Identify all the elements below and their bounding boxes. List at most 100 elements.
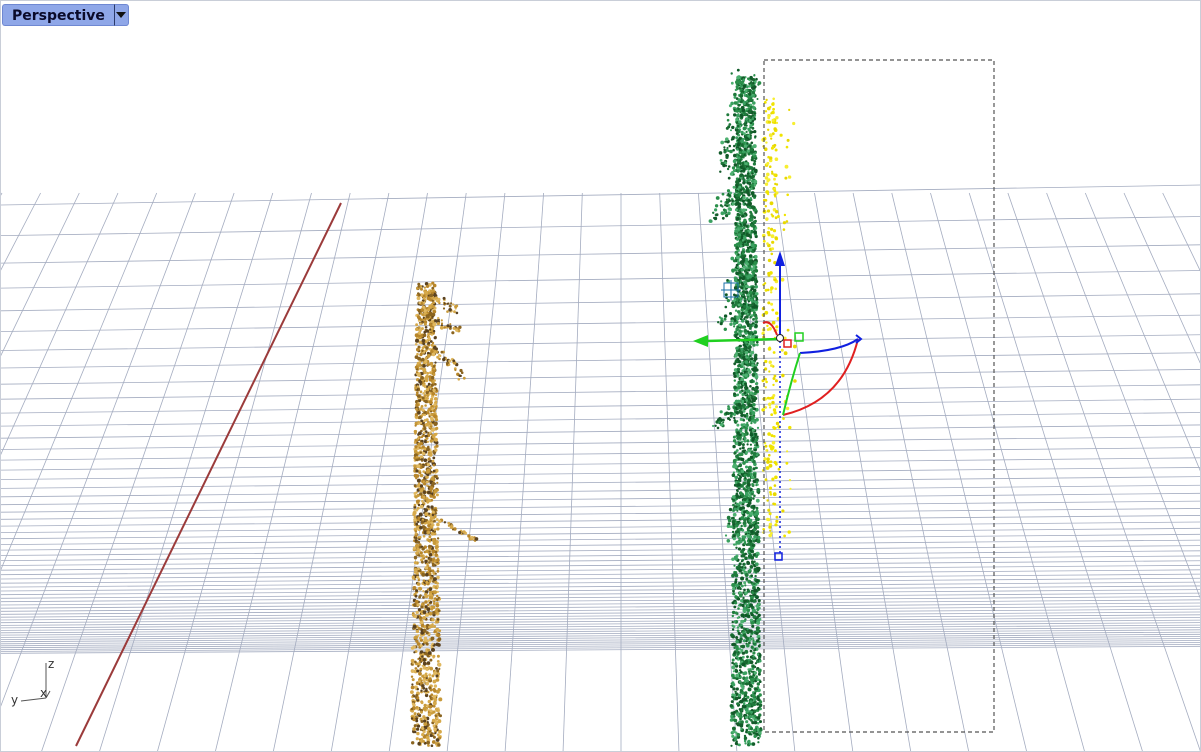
point — [731, 661, 734, 665]
point — [433, 590, 437, 595]
highlight-point — [767, 227, 771, 230]
point — [435, 708, 439, 712]
point — [749, 742, 752, 746]
point-cloud-tree-left[interactable] — [409, 281, 479, 748]
highlight-point — [763, 198, 766, 202]
point — [430, 364, 434, 368]
point — [732, 439, 737, 443]
point — [716, 426, 720, 430]
highlight-point — [782, 417, 785, 420]
point — [756, 521, 760, 525]
point — [432, 329, 436, 333]
point — [735, 255, 740, 260]
point — [748, 345, 752, 349]
point — [433, 671, 437, 676]
point — [751, 380, 754, 383]
point — [429, 557, 433, 562]
highlight-point — [770, 252, 774, 256]
point — [417, 520, 420, 524]
point — [428, 561, 431, 564]
point — [737, 303, 741, 307]
point — [726, 299, 731, 303]
point — [438, 357, 441, 361]
grid-line — [775, 192, 854, 751]
point — [421, 408, 425, 412]
gumball-y-axis-arrow[interactable] — [705, 337, 781, 343]
gumball-z-rotation-handle[interactable] — [855, 334, 863, 344]
point — [433, 697, 438, 702]
point — [758, 637, 761, 640]
gumball-z-rotation-arc[interactable] — [799, 338, 859, 354]
point — [433, 727, 437, 732]
point — [435, 713, 438, 716]
gumball-z-scale-handle[interactable] — [774, 552, 783, 561]
point — [740, 123, 743, 126]
point — [432, 735, 436, 739]
point — [755, 509, 759, 513]
point — [433, 508, 437, 512]
point — [750, 422, 753, 425]
point — [431, 459, 435, 463]
chevron-down-icon[interactable] — [113, 4, 129, 26]
point — [743, 386, 747, 389]
point — [438, 729, 442, 734]
gumball-x-scale-handle[interactable] — [783, 339, 792, 348]
point — [733, 416, 736, 420]
point-cloud-tree-right[interactable] — [708, 68, 763, 747]
point — [741, 153, 744, 156]
highlight-point — [783, 351, 788, 356]
highlight-point — [787, 530, 791, 534]
highlight-point — [788, 479, 792, 482]
point — [720, 140, 725, 145]
point — [428, 415, 431, 418]
point — [752, 343, 756, 347]
point — [746, 312, 749, 316]
grid-line — [446, 192, 506, 751]
point — [744, 373, 748, 378]
point — [753, 444, 757, 447]
point — [755, 418, 759, 422]
highlight-point — [767, 116, 771, 120]
gumball-y-scale-handle[interactable] — [794, 332, 804, 342]
point — [425, 390, 430, 395]
highlight-point — [772, 502, 775, 506]
highlight-point — [776, 215, 780, 218]
viewport-title-tab[interactable]: Perspective — [2, 4, 129, 26]
point — [425, 387, 430, 392]
point — [415, 407, 418, 411]
gumball-widget[interactable] — [693, 251, 863, 561]
point — [428, 704, 433, 709]
gumball-y-rotation-arc[interactable] — [782, 352, 801, 416]
point — [748, 84, 752, 88]
point — [726, 189, 731, 193]
point — [750, 240, 753, 244]
point — [727, 211, 731, 215]
point — [733, 651, 736, 655]
point — [736, 212, 740, 217]
point — [413, 561, 418, 565]
point — [741, 334, 746, 338]
point — [750, 331, 754, 335]
point — [734, 645, 739, 649]
gumball-center[interactable] — [776, 334, 784, 342]
point — [742, 500, 746, 504]
gumball-x-rotation-arc[interactable] — [782, 338, 859, 416]
viewport-title-label[interactable]: Perspective — [2, 4, 114, 26]
gumball-y-arrowhead[interactable] — [693, 335, 708, 347]
point — [746, 330, 750, 333]
point — [423, 439, 428, 444]
point — [745, 109, 748, 113]
point — [434, 468, 439, 473]
gumball-z-arrowhead[interactable] — [775, 251, 785, 266]
point — [746, 421, 749, 424]
point — [742, 156, 745, 159]
point — [749, 700, 753, 704]
point — [748, 486, 751, 490]
point — [428, 375, 432, 379]
point — [429, 516, 434, 520]
highlight-point — [765, 449, 768, 452]
point — [731, 125, 735, 130]
point — [434, 383, 437, 386]
